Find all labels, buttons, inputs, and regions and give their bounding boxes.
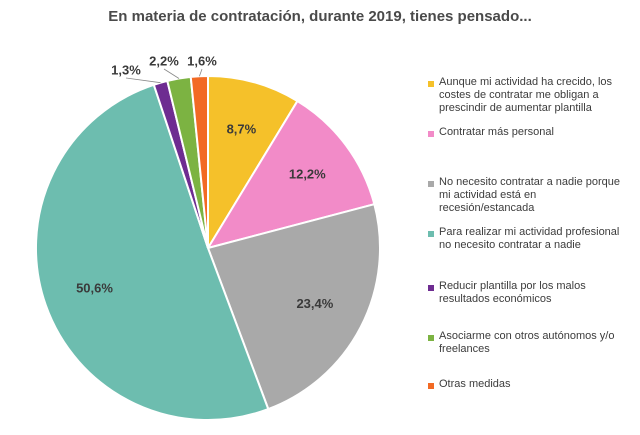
legend-swatch (428, 383, 434, 389)
slice-label-3: 23,4% (296, 296, 333, 311)
legend-label: Aunque mi actividad ha crecido, los cost… (439, 76, 613, 114)
legend-swatch (428, 285, 434, 291)
pie-slice-3 (206, 202, 381, 411)
legend-label: Para realizar mi actividad profesional n… (439, 226, 620, 251)
legend-swatch (428, 131, 434, 137)
slice-label-1: 8,7% (227, 121, 257, 136)
legend-item: Otras medidas (428, 378, 634, 391)
pie-slice-7 (189, 74, 209, 249)
slice-label-7: 1,6% (187, 54, 217, 69)
legend-item: Reducir plantilla por los malos resultad… (428, 280, 634, 306)
legend-swatch (428, 181, 434, 187)
legend-label: No necesito contratar a nadie porque mi … (439, 176, 621, 214)
slice-label-4: 50,6% (76, 281, 113, 296)
pie-slice-4 (34, 83, 270, 421)
legend-item: No necesito contratar a nadie porque mi … (428, 176, 634, 215)
slice-label-6: 2,2% (149, 54, 179, 69)
leader-line-6 (163, 68, 180, 79)
legend-item: Para realizar mi actividad profesional n… (428, 226, 634, 252)
legend-label: Contratar más personal (439, 126, 554, 138)
slice-label-2: 12,2% (289, 167, 326, 182)
legend-label: Otras medidas (439, 378, 511, 390)
legend-swatch (428, 335, 434, 341)
legend-swatch (428, 231, 434, 237)
legend-swatch (428, 81, 434, 87)
legend-item: Contratar más personal (428, 126, 634, 139)
legend-item: Asociarme con otros autónomos y/o freela… (428, 330, 634, 356)
pie-chart: 8,7% 12,2% 23,4% 50,6% 1,3% 2,2% 1,6% (34, 54, 381, 421)
slice-label-5: 1,3% (111, 63, 141, 78)
leader-line-5 (125, 77, 161, 84)
legend-label: Reducir plantilla por los malos resultad… (439, 280, 586, 305)
pie-slice-1 (207, 74, 299, 252)
legend-label: Asociarme con otros autónomos y/o freela… (439, 330, 615, 355)
leader-line-7 (199, 68, 203, 77)
chart-title: En materia de contratación, durante 2019… (108, 8, 532, 25)
legend-item: Aunque mi actividad ha crecido, los cost… (428, 76, 634, 115)
pie-slice-2 (205, 99, 376, 250)
